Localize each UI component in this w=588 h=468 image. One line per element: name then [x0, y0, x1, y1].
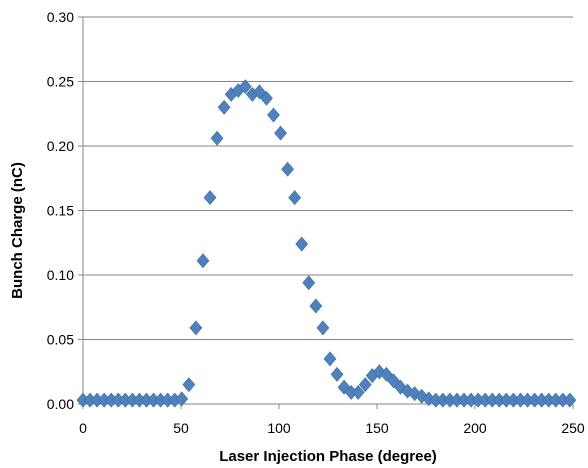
- data-point: [182, 377, 196, 393]
- data-point: [175, 391, 189, 407]
- data-point: [217, 99, 231, 115]
- x-tick-label: 50: [173, 420, 189, 436]
- data-point: [302, 275, 316, 291]
- x-tick-label: 100: [267, 420, 291, 436]
- data-point: [281, 161, 295, 177]
- data-point: [387, 373, 400, 389]
- y-tick-label: 0.05: [47, 332, 74, 348]
- gridlines: [83, 16, 573, 340]
- data-point: [295, 236, 309, 252]
- data-point: [563, 392, 577, 408]
- y-tick-label: 0.25: [47, 74, 74, 90]
- y-tick-label: 0.30: [47, 9, 74, 25]
- y-axis-ticks: 0.00 0.05 0.10 0.15 0.20 0.25 0.30: [47, 9, 74, 412]
- y-tick-label: 0.20: [47, 138, 74, 154]
- y-axis-title: Bunch Charge (nC): [9, 162, 26, 299]
- data-point: [288, 190, 302, 206]
- data-point: [323, 351, 337, 367]
- x-tick-label: 200: [463, 420, 487, 436]
- y-tick-label: 0.15: [47, 203, 74, 219]
- x-tick-label: 250: [561, 420, 585, 436]
- data-point: [358, 377, 372, 393]
- data-point: [203, 190, 217, 206]
- x-tick-label: 150: [365, 420, 389, 436]
- data-point: [380, 366, 393, 382]
- data-points: [76, 79, 577, 408]
- x-axis-ticks: 0 50 100 150 200 250: [79, 420, 585, 436]
- data-point: [351, 384, 365, 400]
- data-point: [330, 366, 344, 382]
- data-point: [309, 298, 323, 314]
- y-tick-label: 0.10: [47, 267, 74, 283]
- data-point: [253, 84, 266, 100]
- data-point: [210, 130, 224, 146]
- data-point: [316, 320, 330, 336]
- data-point: [260, 90, 273, 106]
- data-point: [274, 125, 287, 141]
- x-tick-label: 0: [79, 420, 87, 436]
- x-axis-title: Laser Injection Phase (degree): [219, 448, 437, 465]
- data-point: [238, 79, 252, 95]
- data-point: [267, 107, 280, 123]
- y-tick-label: 0.00: [47, 396, 74, 412]
- axes: [78, 16, 574, 409]
- data-point: [196, 253, 210, 269]
- data-point: [189, 320, 203, 336]
